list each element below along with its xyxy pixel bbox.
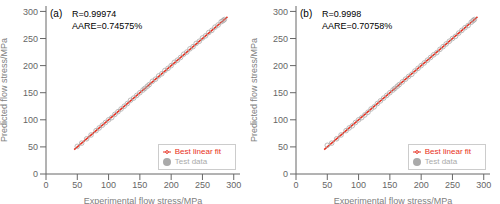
svg-text:300: 300 [476, 180, 491, 190]
svg-text:100: 100 [101, 180, 116, 190]
svg-text:250: 250 [23, 34, 38, 44]
svg-text:200: 200 [414, 180, 429, 190]
svg-text:300: 300 [23, 7, 38, 17]
html-text:R=0.9998: R=0.9998 [322, 9, 362, 19]
svg-text:150: 150 [273, 88, 288, 98]
svg-text:100: 100 [273, 115, 288, 125]
html-text:AARE=0.74575%: AARE=0.74575% [72, 21, 143, 31]
svg-text:150: 150 [382, 180, 397, 190]
svg-text:0: 0 [43, 180, 48, 190]
svg-text:0: 0 [293, 180, 298, 190]
svg-text:250: 250 [445, 180, 460, 190]
svg-text:150: 150 [23, 88, 38, 98]
svg-text:100: 100 [23, 115, 38, 125]
svg-text:150: 150 [132, 180, 147, 190]
svg-text:300: 300 [226, 180, 241, 190]
html-text:Test data: Test data [174, 157, 208, 166]
svg-text:0: 0 [283, 169, 288, 179]
html-text:(b): (b) [300, 8, 313, 19]
html-text:(a): (a) [50, 8, 63, 19]
svg-text:0: 0 [33, 169, 38, 179]
svg-text:50: 50 [322, 180, 332, 190]
svg-text:250: 250 [195, 180, 210, 190]
svg-text:250: 250 [273, 34, 288, 44]
svg-text:Predicted flow stress/MPa: Predicted flow stress/MPa [8, 38, 9, 142]
svg-text:200: 200 [164, 180, 179, 190]
svg-text:Experimental flow stress/MPa: Experimental flow stress/MPa [84, 196, 203, 204]
svg-text:300: 300 [273, 7, 288, 17]
svg-text:200: 200 [273, 61, 288, 71]
svg-text:50: 50 [278, 142, 288, 152]
svg-text:200: 200 [23, 61, 38, 71]
svg-text:50: 50 [72, 180, 82, 190]
svg-text:Experimental flow stress/MPa: Experimental flow stress/MPa [334, 196, 453, 204]
svg-text:50: 50 [28, 142, 38, 152]
html-text:Test data: Test data [424, 157, 458, 166]
html-text:Best linear fit: Best linear fit [174, 147, 221, 156]
svg-text:100: 100 [351, 180, 366, 190]
html-text:R=0.99974: R=0.99974 [72, 9, 117, 19]
svg-text:Predicted flow stress/MPa: Predicted flow stress/MPa [250, 38, 259, 142]
html-text:AARE=0.70758%: AARE=0.70758% [322, 21, 393, 31]
html-text:Best linear fit: Best linear fit [424, 147, 471, 156]
